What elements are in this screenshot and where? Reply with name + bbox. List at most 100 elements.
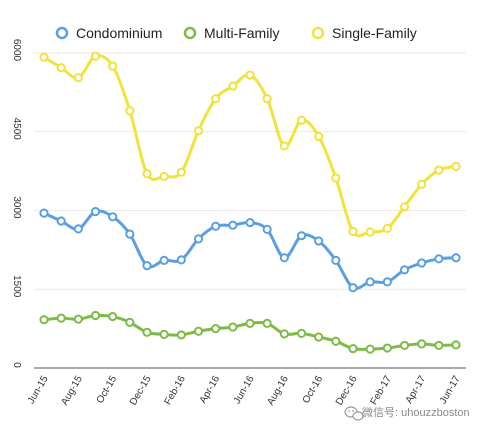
x-tick-label: Jun-15 [26, 374, 51, 406]
data-point [211, 324, 221, 334]
data-point [142, 327, 152, 337]
series-lines [39, 51, 461, 354]
data-point [348, 343, 358, 354]
data-point [434, 254, 444, 264]
data-point [228, 220, 238, 230]
x-tick-label: Dec-16 [334, 374, 360, 408]
x-tick-label: Aug-16 [265, 374, 291, 408]
data-point [211, 94, 221, 104]
data-point [382, 343, 392, 353]
data-point [434, 340, 444, 351]
legend: Condominium Multi-Family Single-Family [55, 25, 417, 41]
data-point [90, 51, 101, 61]
x-tick-label: Jun-16 [232, 374, 257, 406]
series-line [42, 54, 458, 238]
data-point [434, 165, 444, 175]
data-point [176, 167, 186, 177]
data-point [56, 313, 66, 323]
data-point [245, 217, 255, 228]
data-point [262, 318, 272, 328]
data-point [365, 344, 375, 354]
gridlines [34, 52, 466, 369]
data-point [228, 322, 238, 332]
data-point [159, 329, 169, 339]
data-point [245, 318, 255, 328]
data-point [296, 328, 307, 338]
data-point [90, 206, 101, 217]
data-point [451, 253, 461, 263]
data-point [262, 94, 272, 104]
data-point [399, 265, 410, 275]
data-point [314, 131, 324, 142]
data-point [382, 277, 392, 287]
data-point [193, 326, 204, 336]
data-point [279, 253, 289, 263]
data-point [279, 329, 289, 339]
y-tick-label: 4500 [11, 118, 22, 141]
legend-label: Multi-Family [204, 25, 279, 41]
wechat-icon [344, 406, 364, 421]
x-tick-label: Feb-16 [163, 374, 189, 407]
data-point [399, 202, 410, 212]
x-tick-label: Dec-15 [128, 374, 154, 408]
data-point [39, 208, 49, 218]
data-point [382, 223, 392, 233]
legend-label: Single-Family [332, 25, 417, 41]
data-point [348, 226, 358, 237]
data-point [245, 70, 255, 80]
y-tick-label: 1500 [11, 275, 22, 298]
data-point [417, 258, 427, 268]
x-tick-label: Oct-15 [95, 374, 120, 406]
data-point [176, 255, 186, 265]
data-point [142, 169, 152, 179]
x-axis-ticks: Jun-15 Aug-15 Oct-15 Dec-15 Feb-16 Apr-16 Jun-… [26, 374, 463, 408]
series-multi-family [39, 310, 461, 354]
x-tick-label: Oct-16 [301, 374, 326, 406]
data-point [56, 216, 66, 226]
data-point [108, 61, 118, 71]
watermark-text: 微信号: uhouzzboston [362, 405, 470, 419]
series-single-family [39, 51, 461, 238]
data-point [159, 255, 169, 265]
y-tick-label: 6000 [11, 39, 22, 62]
data-point [296, 231, 307, 241]
legend-marker [183, 26, 197, 40]
data-point [159, 171, 169, 181]
data-point [331, 255, 341, 265]
x-tick-label: Feb-17 [369, 374, 395, 407]
watermark: 微信号: uhouzzboston [344, 405, 470, 421]
data-point [314, 332, 324, 342]
data-point [90, 310, 101, 321]
data-point [451, 340, 461, 350]
data-point [262, 224, 272, 234]
data-point [417, 179, 427, 189]
data-point [417, 339, 427, 349]
data-point [125, 229, 135, 239]
data-point [399, 340, 410, 351]
data-point [331, 336, 341, 346]
data-point [228, 81, 238, 91]
legend-marker [311, 26, 325, 40]
x-tick-label: Apr-16 [198, 374, 223, 406]
data-point [451, 161, 461, 171]
data-point [73, 314, 83, 324]
legend-label: Condominium [76, 25, 162, 41]
data-point [365, 277, 375, 287]
series-condominium [39, 206, 461, 293]
x-tick-label: Apr-17 [404, 374, 429, 406]
data-point [211, 221, 221, 231]
data-point [348, 283, 358, 293]
data-point [73, 224, 83, 234]
data-point [296, 115, 307, 125]
data-point [365, 227, 375, 237]
y-tick-label: 0 [11, 362, 22, 368]
data-point [125, 317, 135, 327]
data-point [125, 106, 135, 116]
data-point [39, 52, 49, 62]
y-tick-label: 3000 [11, 196, 22, 219]
data-point [279, 141, 289, 151]
y-axis-ticks: 0 1500 3000 4500 6000 [11, 39, 22, 368]
data-point [193, 234, 204, 244]
legend-marker [55, 26, 69, 40]
data-point [56, 63, 66, 73]
